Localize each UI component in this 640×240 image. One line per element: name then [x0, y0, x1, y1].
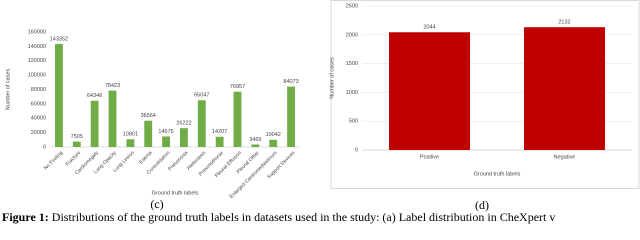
panel-label: (c)	[150, 197, 163, 211]
x-axis-title: Ground truth labels	[152, 190, 199, 196]
value-label: 2132	[558, 20, 570, 26]
y-tick-label: 20000	[31, 130, 46, 136]
y-tick-label: 2500	[346, 3, 358, 9]
bar	[389, 32, 470, 151]
y-tick-label: 1000	[346, 90, 358, 96]
y-axis-title: Number of cases	[329, 57, 335, 99]
bar	[162, 136, 170, 147]
bar	[233, 91, 242, 147]
bar	[126, 139, 135, 147]
y-tick-label: 2000	[346, 32, 358, 38]
y-tick-label: 0	[355, 147, 358, 153]
bar	[269, 139, 278, 147]
bar	[90, 100, 99, 147]
value-label: 14207	[212, 129, 227, 135]
caption-text: Distributions of the ground truth labels…	[52, 210, 556, 224]
y-tick-label: 40000	[31, 116, 46, 122]
value-label: 78423	[105, 83, 120, 89]
value-label: 84073	[283, 79, 298, 85]
y-tick-label: 500	[349, 119, 358, 125]
bar	[72, 141, 81, 147]
value-label: 14675	[158, 129, 173, 135]
bar	[197, 100, 206, 147]
y-tick-label: 0	[43, 144, 46, 150]
bar	[55, 43, 63, 147]
bar	[180, 128, 188, 147]
bar	[215, 136, 224, 147]
value-label: 36564	[141, 113, 156, 119]
value-label: 26222	[176, 121, 191, 127]
value-label: 76957	[230, 84, 245, 90]
value-label: 143352	[50, 36, 68, 42]
x-tick-label: Negative	[554, 154, 576, 160]
chart-frame	[330, 0, 640, 189]
y-tick-label: 160000	[28, 29, 46, 35]
y-tick-label: 100000	[28, 73, 46, 79]
x-axis-title: Ground truth labels	[474, 171, 521, 177]
y-tick-label: 80000	[31, 87, 46, 93]
caption: Figure 1: Distributions of the ground tr…	[2, 210, 555, 224]
value-label: 7505	[71, 134, 83, 140]
value-label: 10042	[266, 132, 281, 138]
value-label: 10801	[123, 132, 138, 138]
x-tick-label: Edema	[138, 150, 154, 166]
bar	[287, 86, 295, 147]
x-tick-label: No Finding	[43, 150, 64, 171]
page: Figure 1: Distributions of the ground tr…	[2, 0, 640, 224]
x-tick-label: Positive	[420, 154, 439, 160]
value-label: 3469	[249, 137, 261, 143]
figure: Figure 1: Distributions of the ground tr…	[2, 0, 640, 224]
value-label: 65047	[194, 93, 209, 99]
bar	[524, 27, 605, 150]
bar	[108, 90, 117, 147]
y-tick-label: 1500	[346, 61, 358, 67]
value-label: 64346	[87, 93, 102, 99]
y-tick-label: 60000	[31, 101, 46, 107]
panel-label: (d)	[475, 198, 489, 212]
y-tick-label: 120000	[28, 58, 46, 64]
bar	[251, 144, 260, 147]
y-axis-title: Number of cases	[5, 68, 11, 110]
caption-label: Figure 1:	[2, 210, 49, 224]
bar	[144, 120, 153, 147]
value-label: 2044	[423, 25, 435, 31]
y-tick-label: 140000	[28, 44, 46, 50]
